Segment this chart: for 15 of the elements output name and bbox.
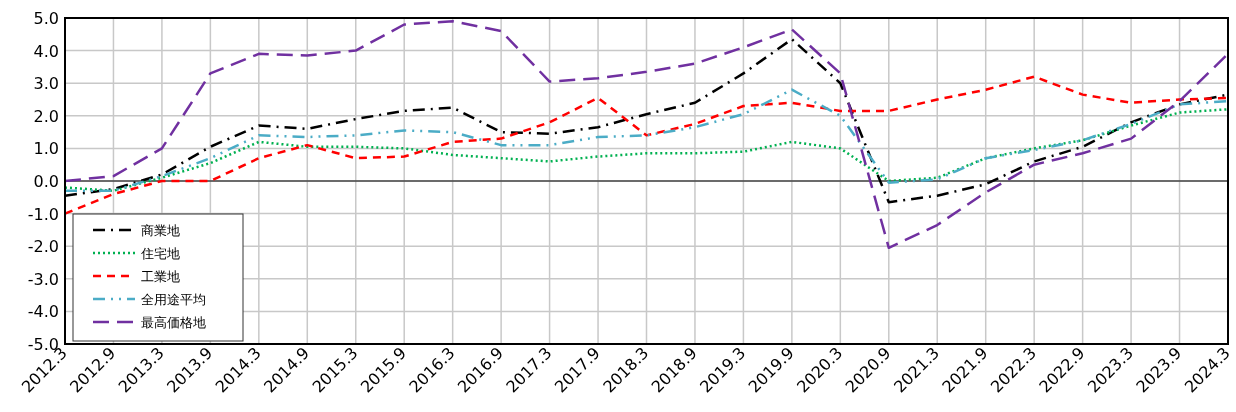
legend-label: 最高価格地 (141, 315, 206, 330)
y-tick-label: 1.0 (33, 139, 59, 159)
y-tick-label: 3.0 (33, 74, 59, 94)
y-tick-label: -2.0 (27, 237, 59, 257)
y-tick-label: 5.0 (33, 9, 59, 28)
y-tick-label: 2.0 (33, 106, 59, 126)
legend-label: 商業地 (141, 223, 180, 238)
legend-label: 住宅地 (140, 246, 180, 261)
y-tick-label: -4.0 (27, 302, 59, 322)
legend-label: 全用途平均 (141, 292, 206, 307)
y-tick-label: -1.0 (27, 204, 59, 224)
y-tick-label: 4.0 (33, 41, 59, 61)
legend-label: 工業地 (141, 269, 180, 284)
y-tick-label: -3.0 (27, 269, 59, 289)
y-tick-label: 0.0 (33, 172, 59, 191)
